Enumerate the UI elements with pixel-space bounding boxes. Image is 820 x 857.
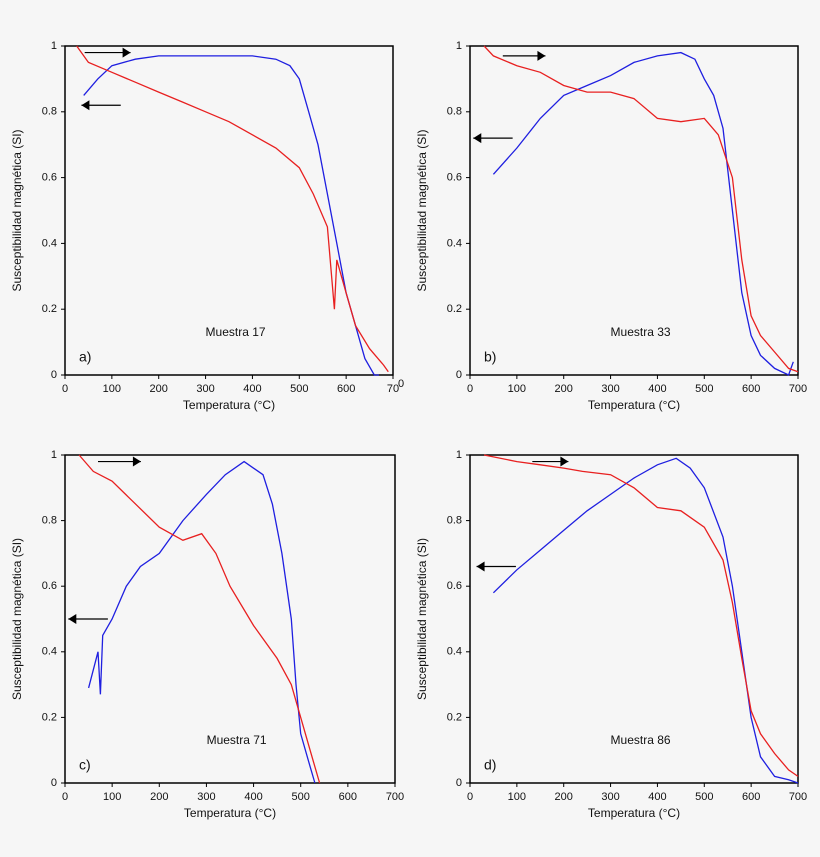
- series-line: [483, 454, 799, 777]
- x-tick-label: 400: [244, 791, 262, 803]
- x-tick-label: 300: [601, 791, 619, 803]
- arrow-head: [560, 456, 569, 467]
- arrow-head: [68, 614, 77, 624]
- x-tick-label: 0: [467, 383, 473, 395]
- y-tick-label: 0.4: [42, 646, 57, 658]
- arrow-head: [81, 100, 90, 111]
- x-tick-label: 200: [150, 791, 168, 803]
- y-axis-label: Susceptibilidad magnética (SI): [10, 129, 24, 291]
- x-tick-label: 100: [508, 383, 526, 395]
- arrow-head: [537, 50, 546, 61]
- x-tick-label: 700: [789, 791, 807, 803]
- y-tick-label: 0.6: [42, 580, 57, 592]
- x-tick-label: 500: [292, 791, 310, 803]
- plot-frame: [64, 45, 394, 376]
- y-tick-label: 0.4: [447, 237, 462, 249]
- series-line: [492, 457, 799, 784]
- x-tick-label: 700: [386, 791, 404, 803]
- x-tick-label: 600: [337, 383, 355, 395]
- y-tick-label: 0: [456, 369, 462, 381]
- series-line: [87, 460, 316, 784]
- x-axis-label: Temperatura (°C): [183, 398, 275, 412]
- y-tick-label: 0.6: [447, 172, 462, 184]
- panel-label: a): [79, 349, 91, 365]
- x-axis-label: Temperatura (°C): [184, 806, 276, 820]
- y-tick-label: 0.4: [42, 237, 57, 249]
- x-tick-label: 200: [150, 383, 168, 395]
- x-tick-label: 0: [62, 383, 68, 395]
- x-tick-label: 100: [508, 791, 526, 803]
- x-tick-label: 500: [290, 383, 308, 395]
- y-tick-label: 0.8: [447, 515, 462, 527]
- y-tick-label: 0: [51, 369, 57, 381]
- y-tick-label: 0.2: [447, 711, 462, 723]
- x-tick-label: 200: [555, 383, 573, 395]
- annotation: Muestra 17: [206, 325, 266, 339]
- x-tick-label: 100: [103, 383, 121, 395]
- y-tick-label: 0.2: [42, 711, 57, 723]
- x-tick-label: 300: [601, 383, 619, 395]
- annotation: Muestra 33: [611, 325, 671, 339]
- y-tick-label: 0.8: [42, 515, 57, 527]
- plot-frame: [64, 454, 396, 784]
- x-tick-label: 500: [695, 791, 713, 803]
- plot-frame: [469, 45, 799, 376]
- x-tick-label: 0: [467, 791, 473, 803]
- y-tick-label: 0: [51, 777, 57, 789]
- x-axis-label: Temperatura (°C): [588, 806, 680, 820]
- panel-label: d): [484, 757, 496, 773]
- y-tick-label: 0.6: [447, 580, 462, 592]
- x-tick-label: 100: [103, 791, 121, 803]
- y-tick-label: 0.6: [42, 172, 57, 184]
- y-tick-label: 1: [456, 449, 462, 461]
- y-tick-label: 0: [456, 777, 462, 789]
- arrow-head: [473, 133, 482, 144]
- series-line: [492, 51, 794, 376]
- panel-label: c): [79, 757, 91, 773]
- arrow-head: [132, 456, 141, 467]
- x-tick-label: 70: [387, 383, 399, 395]
- x-tick-label: 200: [555, 791, 573, 803]
- y-tick-label: 0.2: [42, 303, 57, 315]
- y-tick-label: 1: [51, 449, 57, 461]
- x-tick-label: 700: [789, 383, 807, 395]
- x-tick-label: 400: [243, 383, 261, 395]
- x-tick-label: 300: [197, 791, 215, 803]
- y-axis-label: Susceptibilidad magnética (SI): [415, 129, 429, 291]
- arrow-head: [122, 47, 131, 58]
- y-tick-label: 1: [51, 40, 57, 52]
- y-tick-label: 0.8: [42, 106, 57, 118]
- x-tick-label: 300: [196, 383, 214, 395]
- y-tick-label: 0.4: [447, 646, 462, 658]
- series-line: [76, 45, 389, 373]
- y-axis-label: Susceptibilidad magnética (SI): [415, 538, 429, 700]
- x-tick-label: 400: [648, 383, 666, 395]
- x-tick-label: 500: [695, 383, 713, 395]
- x-tick-label: 0: [62, 791, 68, 803]
- y-axis-label: Susceptibilidad magnética (SI): [10, 538, 24, 700]
- x-tick-label: 600: [339, 791, 357, 803]
- y-tick-label: 1: [456, 40, 462, 52]
- annotation: Muestra 71: [207, 733, 267, 747]
- x-tick-label: 600: [742, 791, 760, 803]
- series-line: [483, 45, 799, 373]
- y-tick-label: 0.2: [447, 303, 462, 315]
- x-tick-label: 600: [742, 383, 760, 395]
- arrow-head: [476, 561, 485, 572]
- annotation: Muestra 86: [611, 733, 671, 747]
- plot-frame: [469, 454, 799, 784]
- x-tick-label: 400: [648, 791, 666, 803]
- y-tick-label: 0.8: [447, 106, 462, 118]
- series-line: [78, 454, 321, 784]
- x-tick-label: 0: [398, 378, 404, 390]
- x-axis-label: Temperatura (°C): [588, 398, 680, 412]
- panel-label: b): [484, 349, 496, 365]
